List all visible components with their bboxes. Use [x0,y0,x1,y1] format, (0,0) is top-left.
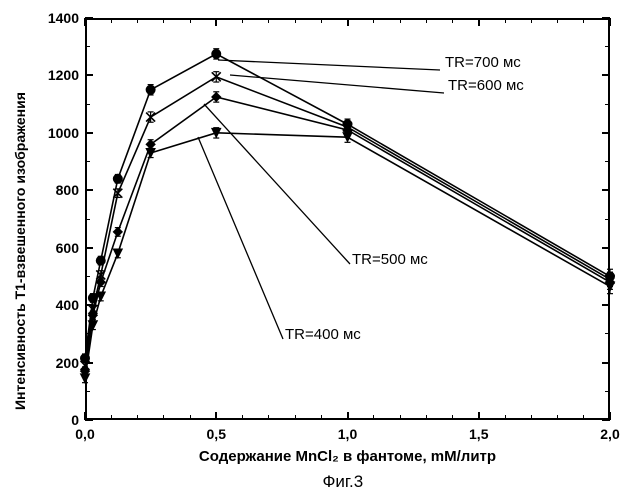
chart-container: { "figure": { "caption": "Фиг.3", "capti… [0,0,638,500]
data-point [606,282,615,291]
data-point [81,374,90,383]
series-annotation: TR=400 мс [285,326,361,343]
series-annotation: TR=500 мс [352,251,428,268]
data-point [113,174,122,183]
data-point [146,85,155,94]
series-annotation: TR=700 мс [445,54,521,71]
data-point [212,49,221,58]
data-point [113,227,122,236]
chart-svg [0,0,638,500]
data-point [113,249,122,258]
series-line [85,54,610,358]
series-annotation: TR=600 мс [448,77,524,94]
